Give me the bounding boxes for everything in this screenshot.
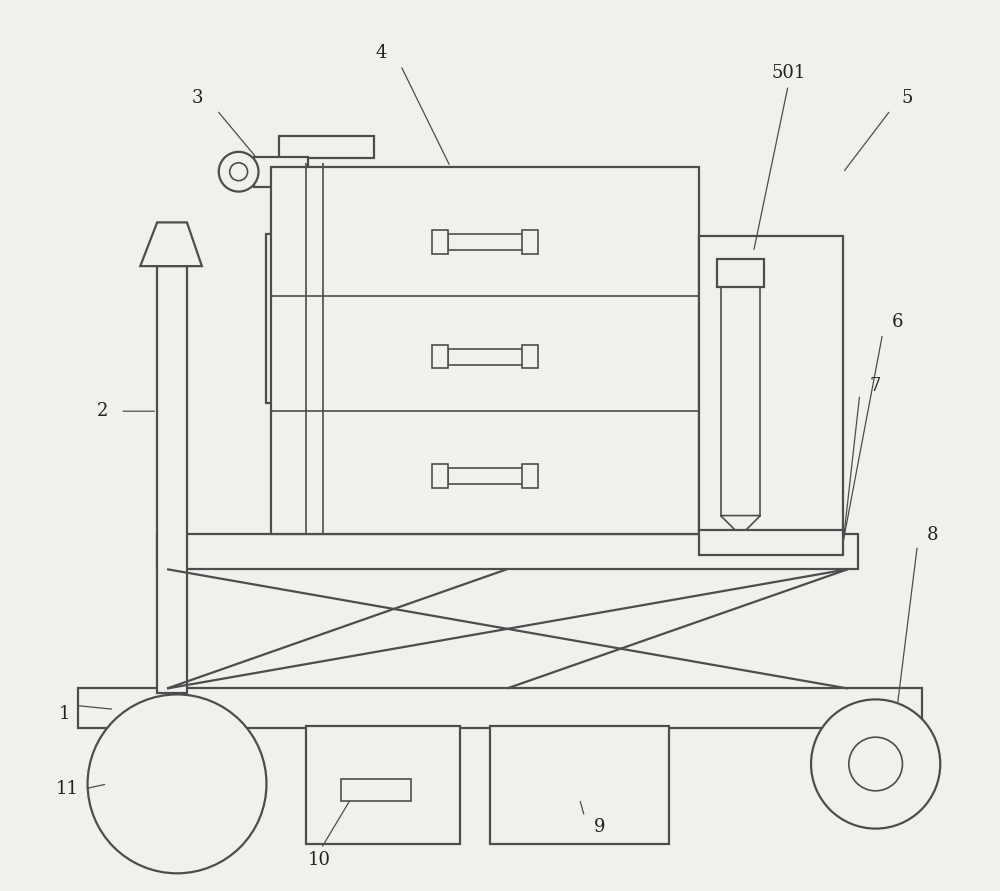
Bar [699,530,843,555]
Text: 11: 11 [56,780,79,797]
Circle shape [811,699,940,829]
Bar [522,464,538,487]
Bar [157,535,858,569]
Bar [432,345,448,369]
Bar [271,167,699,535]
Bar [78,689,922,728]
Bar [448,468,523,484]
Bar [432,464,448,487]
Polygon shape [721,516,760,535]
Bar [341,779,411,801]
Text: 4: 4 [375,45,386,62]
Text: 3: 3 [191,89,203,107]
Bar [306,726,460,844]
Polygon shape [140,223,202,266]
Bar [522,231,538,254]
Text: 2: 2 [97,402,108,421]
Bar [254,157,308,186]
Circle shape [849,737,902,791]
Bar [721,282,760,516]
Bar [522,345,538,369]
Circle shape [88,694,266,873]
Bar [490,726,669,844]
Bar [157,266,187,693]
Text: 7: 7 [870,378,881,396]
Text: 5: 5 [902,89,913,107]
Circle shape [230,163,248,181]
Text: 10: 10 [308,852,331,870]
Bar [699,236,843,535]
Bar [448,234,523,250]
Text: 8: 8 [927,527,938,544]
Text: 6: 6 [892,313,903,331]
Bar [432,231,448,254]
Bar [448,348,523,364]
Bar [266,234,346,404]
Text: 1: 1 [59,706,70,723]
Text: 9: 9 [594,818,605,836]
Circle shape [219,151,259,192]
Bar [279,136,374,158]
Text: 501: 501 [771,64,805,82]
Bar [717,259,764,287]
